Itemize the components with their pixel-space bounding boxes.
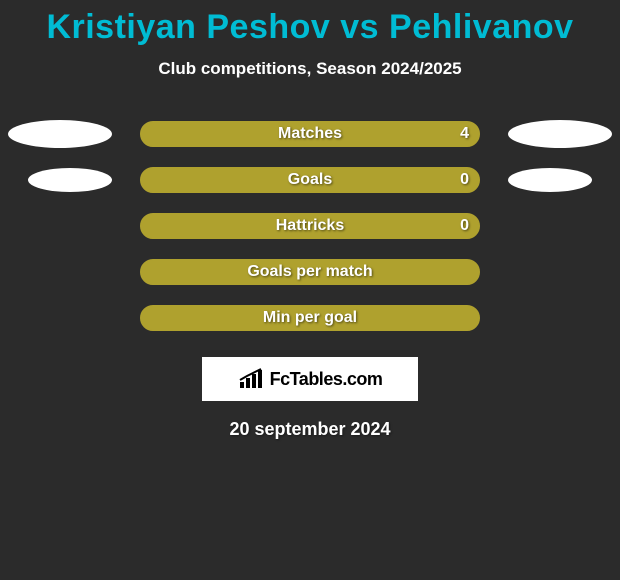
stat-label: Min per goal bbox=[263, 309, 357, 327]
stat-row-goals: Goals 0 bbox=[0, 157, 620, 203]
stat-bar: Min per goal bbox=[140, 305, 480, 331]
stat-label: Hattricks bbox=[276, 217, 344, 235]
date-text: 20 september 2024 bbox=[0, 419, 620, 440]
stat-row-matches: Matches 4 bbox=[0, 111, 620, 157]
stat-value: 0 bbox=[460, 171, 469, 189]
stat-bar: Hattricks 0 bbox=[140, 213, 480, 239]
brand-name: FcTables.com bbox=[270, 369, 383, 390]
stat-bar: Goals 0 bbox=[140, 167, 480, 193]
stat-row-goals-per-match: Goals per match bbox=[0, 249, 620, 295]
stat-row-hattricks: Hattricks 0 bbox=[0, 203, 620, 249]
player-right-marker bbox=[508, 168, 592, 192]
player-left-marker bbox=[8, 120, 112, 148]
comparison-chart: Matches 4 Goals 0 Hattricks 0 Goals per … bbox=[0, 111, 620, 341]
player-right-marker bbox=[508, 120, 612, 148]
brand-badge: FcTables.com bbox=[202, 357, 418, 401]
stat-row-min-per-goal: Min per goal bbox=[0, 295, 620, 341]
brand-chart-icon bbox=[238, 368, 264, 390]
stat-value: 4 bbox=[460, 125, 469, 143]
stat-label: Goals bbox=[288, 171, 332, 189]
stat-value: 0 bbox=[460, 217, 469, 235]
stat-label: Goals per match bbox=[247, 263, 372, 281]
page-title: Kristiyan Peshov vs Pehlivanov bbox=[0, 0, 620, 47]
player-left-marker bbox=[28, 168, 112, 192]
subtitle: Club competitions, Season 2024/2025 bbox=[0, 59, 620, 79]
stat-label: Matches bbox=[278, 125, 342, 143]
stat-bar: Goals per match bbox=[140, 259, 480, 285]
stat-bar: Matches 4 bbox=[140, 121, 480, 147]
